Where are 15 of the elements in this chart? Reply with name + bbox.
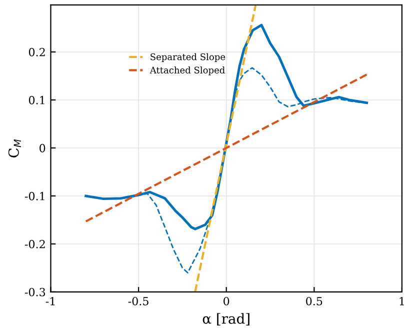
x-tick-label: 1	[400, 296, 404, 306]
y-tick-label: 0	[40, 144, 46, 152]
y-tick-label: -0.3	[24, 288, 46, 296]
x-tick-label: -1	[46, 296, 55, 306]
y-tick-label: 0.2	[28, 48, 45, 56]
y-axis-title: C$_{M}$	[8, 139, 21, 158]
x-tick-label: 0	[224, 296, 230, 306]
legend-label: Separated Slope	[150, 53, 226, 62]
legend-label: Attached Sloped	[150, 66, 225, 76]
x-axis-title: α [rad]	[202, 313, 250, 326]
y-tick-label: -0.1	[24, 192, 44, 200]
y-tick-label: 0.1	[28, 96, 44, 104]
x-tick-label: 0.5	[306, 296, 322, 306]
x-tick-label: -0.5	[128, 296, 148, 306]
y-tick-label: -0.2	[24, 240, 45, 248]
